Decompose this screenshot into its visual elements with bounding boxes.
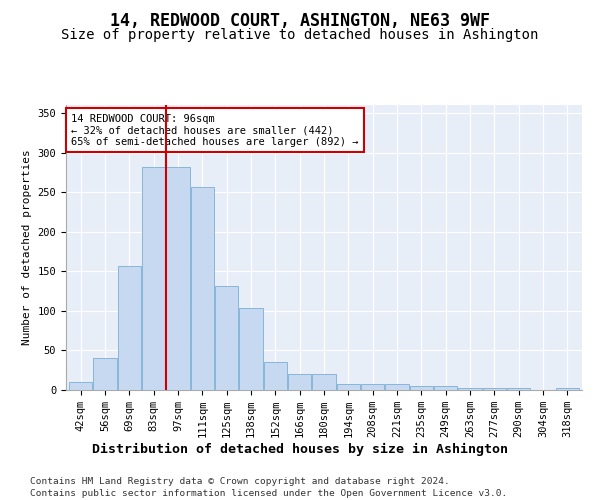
Bar bbox=[94, 358, 116, 390]
Bar bbox=[337, 384, 360, 390]
Bar bbox=[483, 388, 506, 390]
Text: 14 REDWOOD COURT: 96sqm
← 32% of detached houses are smaller (442)
65% of semi-d: 14 REDWOOD COURT: 96sqm ← 32% of detache… bbox=[71, 114, 359, 147]
Bar bbox=[385, 384, 409, 390]
Bar bbox=[264, 362, 287, 390]
Bar bbox=[142, 167, 165, 390]
Bar bbox=[556, 388, 579, 390]
Bar bbox=[191, 186, 214, 390]
Bar bbox=[361, 384, 384, 390]
Bar bbox=[166, 167, 190, 390]
Text: Size of property relative to detached houses in Ashington: Size of property relative to detached ho… bbox=[61, 28, 539, 42]
Text: Distribution of detached houses by size in Ashington: Distribution of detached houses by size … bbox=[92, 442, 508, 456]
Text: 14, REDWOOD COURT, ASHINGTON, NE63 9WF: 14, REDWOOD COURT, ASHINGTON, NE63 9WF bbox=[110, 12, 490, 30]
Bar bbox=[313, 374, 335, 390]
Y-axis label: Number of detached properties: Number of detached properties bbox=[22, 150, 32, 346]
Bar bbox=[288, 374, 311, 390]
Bar bbox=[69, 382, 92, 390]
Bar bbox=[118, 266, 141, 390]
Text: Contains public sector information licensed under the Open Government Licence v3: Contains public sector information licen… bbox=[30, 489, 507, 498]
Bar bbox=[410, 386, 433, 390]
Bar bbox=[239, 308, 263, 390]
Bar bbox=[434, 386, 457, 390]
Bar bbox=[215, 286, 238, 390]
Text: Contains HM Land Registry data © Crown copyright and database right 2024.: Contains HM Land Registry data © Crown c… bbox=[30, 478, 450, 486]
Bar bbox=[458, 388, 482, 390]
Bar bbox=[507, 388, 530, 390]
